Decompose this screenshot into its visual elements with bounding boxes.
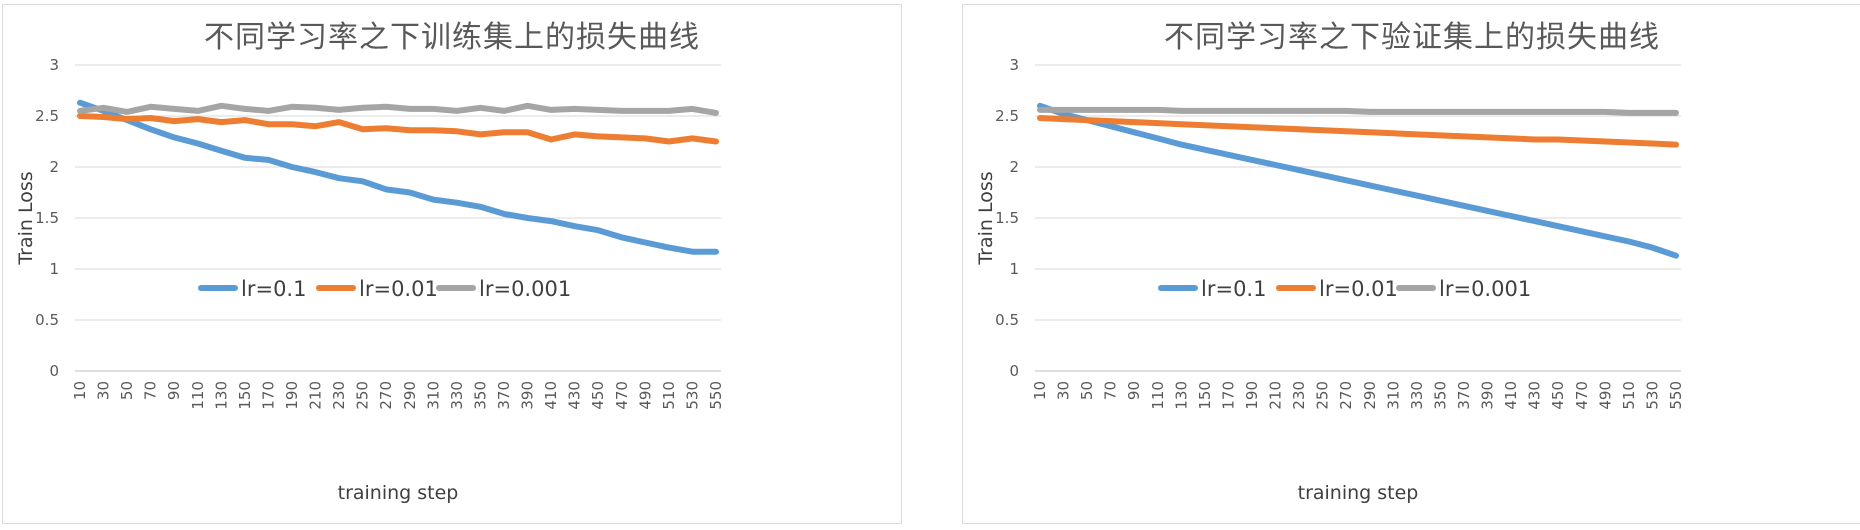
x-tick-label: 530	[683, 381, 701, 410]
x-tick-label: 390	[519, 381, 537, 410]
series-line-lr-0-1	[1037, 102, 1679, 259]
series-line-lr-0-1	[77, 99, 719, 255]
x-axis-label: training step	[1298, 482, 1419, 504]
x-tick-label: 530	[1643, 381, 1661, 410]
x-tick-label: 450	[1549, 381, 1567, 410]
chart-title: 不同学习率之下验证集上的损失曲线	[1164, 20, 1660, 55]
legend-label: lr=0.01	[359, 277, 438, 301]
x-tick-label: 430	[566, 381, 584, 410]
x-tick-label: 130	[1172, 381, 1190, 410]
chart-panel-train: 不同学习率之下训练集上的损失曲线 0 0.5 1 1.5 2 2.5 3 10 30 50 70 90 1…	[2, 4, 902, 524]
legend-label: lr=0.1	[241, 277, 306, 301]
x-tick-label: 70	[142, 381, 160, 400]
series-line-lr-0-01	[1037, 115, 1679, 148]
x-tick-label: 510	[1620, 381, 1638, 410]
x-tick-label: 250	[1314, 381, 1332, 410]
series-line-lr-0-001	[1037, 106, 1679, 116]
x-tick-label: 150	[1196, 381, 1214, 410]
y-tick-label: 0.5	[35, 311, 59, 329]
y-tick-label: 0	[1009, 362, 1019, 380]
x-tick-label: 190	[283, 381, 301, 410]
x-tick-label: 350	[1431, 381, 1449, 410]
chart-panel-validation: 不同学习率之下验证集上的损失曲线 0 0.5 1 1.5 2 2.5 3 10 30 50 70 90 1…	[962, 4, 1860, 524]
y-tick-label: 0	[49, 362, 59, 380]
y-tick-label: 3	[1009, 56, 1019, 74]
x-tick-label: 110	[1149, 381, 1167, 410]
x-tick-label: 90	[1125, 381, 1143, 400]
y-tick-label: 1.5	[995, 209, 1019, 227]
x-tick-label: 210	[1267, 381, 1285, 410]
x-tick-label: 430	[1526, 381, 1544, 410]
x-tick-label: 250	[354, 381, 372, 410]
x-tick-label: 170	[259, 381, 277, 410]
x-tick-label: 190	[1243, 381, 1261, 410]
x-tick-label: 110	[189, 381, 207, 410]
legend-label: lr=0.01	[1319, 277, 1398, 301]
x-tick-label: 270	[1337, 381, 1355, 410]
x-tick-label: 370	[1455, 381, 1473, 410]
legend-label: lr=0.1	[1201, 277, 1266, 301]
x-tick-label: 510	[660, 381, 678, 410]
x-tick-label: 170	[1219, 381, 1237, 410]
x-tick-label: 290	[401, 381, 419, 410]
x-tick-label: 230	[1290, 381, 1308, 410]
x-tick-label: 150	[236, 381, 254, 410]
legend-label: lr=0.001	[1439, 277, 1531, 301]
x-tick-label: 550	[707, 381, 725, 410]
x-tick-label: 410	[1502, 381, 1520, 410]
x-tick-label: 310	[424, 381, 442, 410]
series-line-lr-0-01	[77, 113, 719, 145]
x-tick-label: 330	[1408, 381, 1426, 410]
y-tick-label: 1	[1009, 260, 1019, 278]
x-tick-label: 270	[377, 381, 395, 410]
x-tick-label: 310	[1384, 381, 1402, 410]
x-tick-label: 330	[448, 381, 466, 410]
x-tick-label: 290	[1361, 381, 1379, 410]
chart-title: 不同学习率之下训练集上的损失曲线	[204, 20, 700, 55]
x-tick-label: 130	[212, 381, 230, 410]
x-tick-label: 10	[71, 381, 89, 400]
y-tick-label: 0.5	[995, 311, 1019, 329]
x-tick-label: 230	[330, 381, 348, 410]
x-tick-label: 90	[165, 381, 183, 400]
y-tick-label: 2.5	[35, 107, 59, 125]
x-tick-label: 490	[1596, 381, 1614, 410]
x-tick-label: 50	[118, 381, 136, 400]
x-tick-label: 370	[495, 381, 513, 410]
x-tick-label: 30	[95, 381, 113, 400]
x-tick-label: 390	[1479, 381, 1497, 410]
x-tick-label: 30	[1055, 381, 1073, 400]
y-tick-label: 2.5	[995, 107, 1019, 125]
x-tick-label: 490	[636, 381, 654, 410]
y-tick-label: 3	[49, 56, 59, 74]
x-tick-label: 410	[542, 381, 560, 410]
y-tick-label: 1	[49, 260, 59, 278]
y-axis-label: Train Loss	[15, 171, 37, 265]
x-tick-label: 70	[1102, 381, 1120, 400]
x-tick-label: 10	[1031, 381, 1049, 400]
x-axis-label: training step	[338, 482, 459, 504]
x-tick-label: 470	[613, 381, 631, 410]
y-tick-label: 2	[49, 158, 59, 176]
x-tick-label: 350	[471, 381, 489, 410]
x-tick-label: 210	[307, 381, 325, 410]
legend-label: lr=0.001	[479, 277, 571, 301]
series-line-lr-0-001	[77, 102, 719, 116]
y-axis-label: Train Loss	[975, 171, 997, 265]
y-tick-label: 2	[1009, 158, 1019, 176]
x-tick-label: 450	[589, 381, 607, 410]
x-tick-label: 470	[1573, 381, 1591, 410]
x-tick-label: 50	[1078, 381, 1096, 400]
y-tick-label: 1.5	[35, 209, 59, 227]
x-tick-label: 550	[1667, 381, 1685, 410]
